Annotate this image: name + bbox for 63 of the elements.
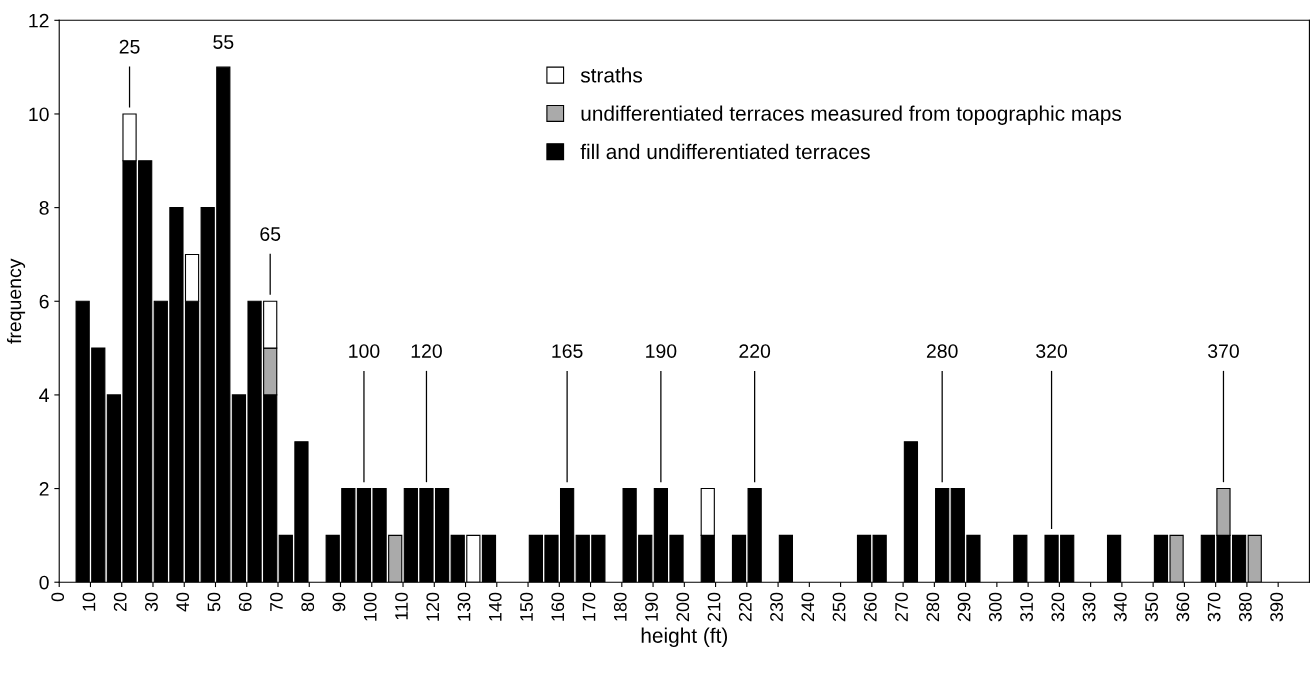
annotation: 320 — [1036, 344, 1068, 358]
x-tick-label: 200 — [676, 592, 690, 622]
x-tick-label: 110 — [395, 592, 408, 620]
annotation: 55 — [213, 35, 234, 49]
y-tick-label: 0 — [39, 575, 49, 590]
legend-label: straths — [580, 67, 643, 83]
x-tick-label: 160 — [551, 592, 565, 621]
annotation: 65 — [260, 227, 281, 241]
x-tick-label: 140 — [488, 592, 502, 621]
x-tick-label: 50 — [207, 592, 221, 612]
x-tick-label: 90 — [332, 592, 346, 612]
annotation: 25 — [119, 39, 140, 54]
x-tick-label: 210 — [707, 592, 721, 622]
x-tick-label: 260 — [863, 592, 877, 622]
x-tick-label: 350 — [1145, 592, 1158, 622]
x-tick-label: 130 — [457, 592, 471, 621]
y-tick-label: 4 — [39, 388, 49, 402]
x-tick-label: 240 — [801, 592, 815, 622]
y-tick-label: 12 — [29, 13, 49, 28]
x-tick-label: 390 — [1270, 592, 1284, 622]
x-tick-label: 170 — [582, 592, 596, 621]
x-tick-label: 340 — [1113, 592, 1127, 622]
x-tick-label: 220 — [738, 592, 752, 622]
x-tick-label: 270 — [895, 592, 908, 622]
x-axis-title: height (ft) — [641, 627, 728, 648]
legend-label: undifferentiated terraces measured from topographic maps — [581, 105, 1122, 125]
x-tick-label: 280 — [926, 592, 940, 622]
annotation: 165 — [552, 344, 583, 358]
x-tick-label: 150 — [520, 592, 533, 621]
legend-label: fill and undifferentiated terraces — [580, 143, 870, 160]
y-axis-title: frequency — [6, 258, 26, 344]
x-tick-label: 120 — [426, 592, 440, 621]
annotation: 370 — [1207, 344, 1239, 358]
x-tick-label: 40 — [176, 592, 190, 612]
y-tick-label: 10 — [29, 107, 49, 122]
annotation: 100 — [349, 344, 380, 358]
annotation: 190 — [646, 344, 677, 358]
x-tick-label: 330 — [1082, 592, 1096, 622]
x-tick-label: 250 — [832, 592, 846, 622]
x-tick-label: 310 — [1020, 592, 1033, 622]
x-tick-label: 0 — [51, 592, 65, 602]
y-tick-label: 2 — [39, 482, 49, 496]
annotation: 220 — [739, 344, 771, 358]
x-tick-label: 370 — [1207, 592, 1221, 622]
x-tick-label: 290 — [957, 592, 971, 622]
x-tick-label: 300 — [988, 592, 1002, 622]
x-tick-label: 180 — [613, 592, 627, 621]
x-tick-label: 100 — [363, 592, 377, 621]
x-tick-label: 80 — [301, 592, 315, 612]
x-tick-label: 70 — [270, 592, 283, 612]
x-tick-label: 60 — [238, 592, 252, 612]
x-tick-label: 10 — [82, 592, 96, 611]
annotation: 280 — [926, 344, 958, 358]
x-tick-label: 190 — [645, 592, 658, 621]
y-tick-label: 6 — [39, 294, 49, 309]
x-tick-label: 360 — [1176, 592, 1190, 622]
x-tick-label: 230 — [770, 592, 783, 622]
x-tick-label: 380 — [1238, 592, 1252, 622]
x-tick-label: 20 — [113, 592, 127, 612]
x-tick-label: 320 — [1051, 592, 1065, 622]
y-tick-label: 8 — [39, 201, 49, 215]
x-tick-label: 30 — [145, 592, 158, 612]
annotation: 120 — [411, 344, 442, 358]
